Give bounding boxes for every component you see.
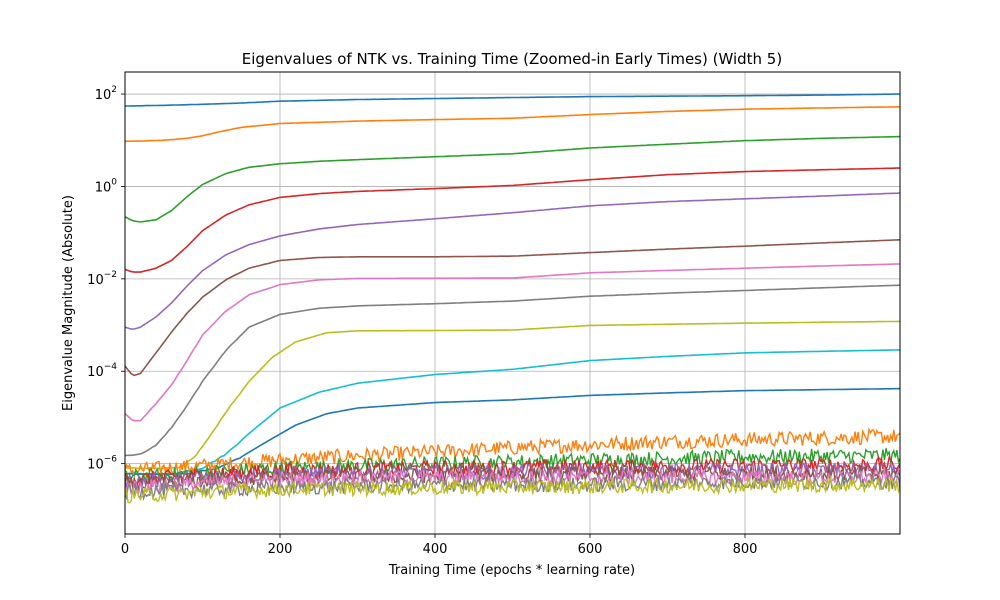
series-line: [125, 263, 900, 422]
plot-frame: [124, 71, 901, 535]
y-tick-label: 100: [95, 177, 118, 195]
series-line: [125, 106, 900, 143]
y-tick-label: 10−2: [87, 270, 117, 288]
series-line: [125, 320, 900, 470]
series-line: [125, 167, 900, 273]
series-line: [125, 460, 900, 491]
y-axis: 102 100 10−2 10−4 10−6: [87, 85, 125, 473]
series-line: [125, 467, 900, 496]
x-tick-label: 200: [268, 542, 293, 557]
series-line: [125, 387, 900, 476]
series-line: [125, 475, 900, 504]
plot-area: [125, 93, 900, 504]
x-tick-label: 0: [121, 542, 129, 557]
y-axis-label: Eigenvalue Magnitude (Absolute): [61, 195, 76, 411]
series-line: [125, 349, 900, 476]
x-axis-label: Training Time (epochs * learning rate): [388, 563, 635, 578]
series-line: [125, 239, 900, 377]
x-tick-label: 800: [733, 542, 758, 557]
series-line: [125, 93, 900, 107]
series-line: [125, 192, 900, 330]
y-tick-label: 10−4: [87, 362, 117, 380]
series-line: [125, 284, 900, 457]
x-tick-label: 600: [578, 542, 603, 557]
x-axis: 0 200 400 600 800: [121, 534, 758, 557]
series-line: [125, 135, 900, 223]
x-tick-label: 400: [423, 542, 448, 557]
series-group: [125, 93, 900, 504]
chart-title: Eigenvalues of NTK vs. Training Time (Zo…: [242, 50, 782, 68]
y-tick-label: 10−6: [87, 455, 117, 473]
y-tick-label: 102: [95, 85, 117, 103]
